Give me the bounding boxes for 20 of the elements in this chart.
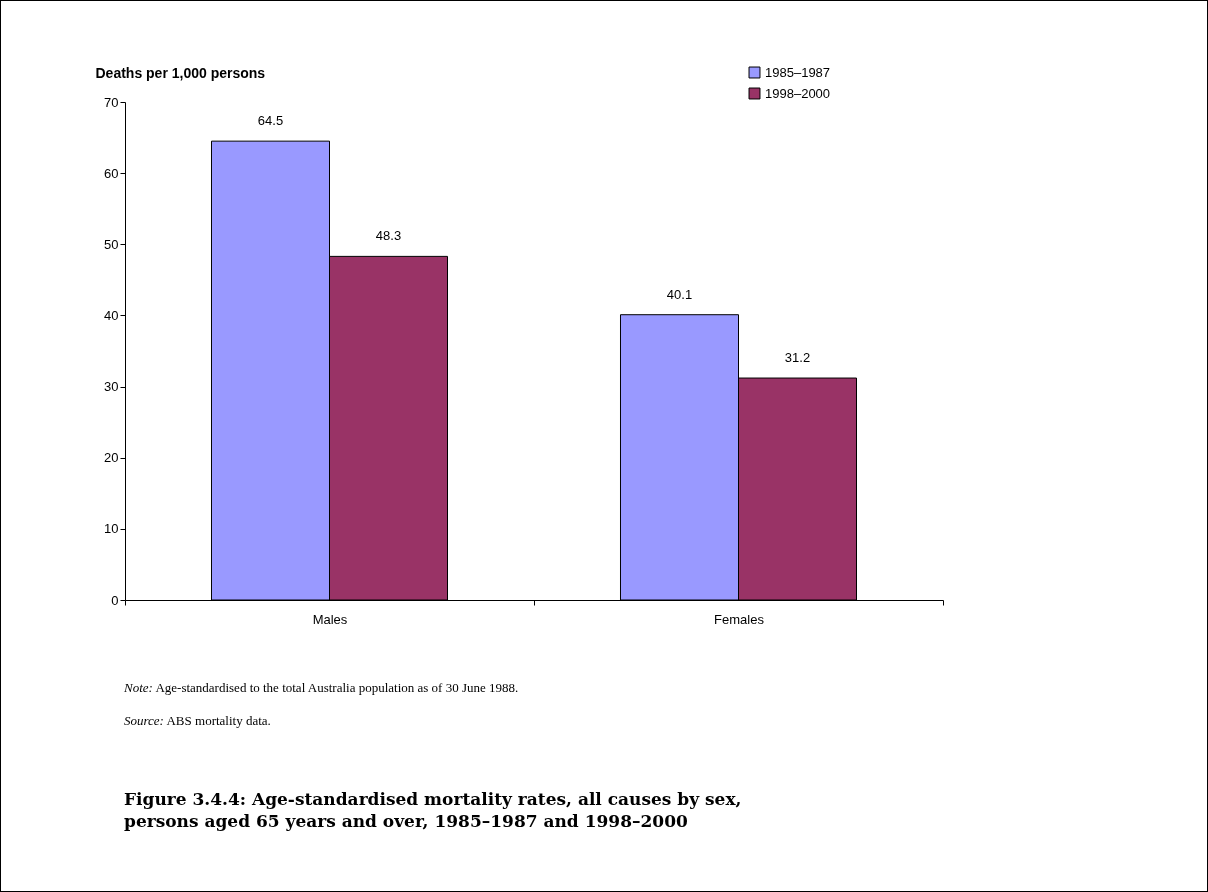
source-note: Source: ABS mortality data. (124, 713, 272, 729)
data-label: 31.2 (784, 350, 811, 366)
text: Figure 3.4.4: Age-standardised mortality rates, all causes by sex, persons aged 65 years and over, 1985–1987 and 1998–2000 (124, 788, 743, 832)
y-tick-label: 30 (104, 379, 119, 395)
y-tick-label: 70 (104, 94, 119, 110)
y-tick-label: 50 (104, 236, 119, 252)
x-tick-label: Males (312, 611, 348, 627)
y-tick-label: 20 (104, 450, 119, 466)
data-label: 48.3 (375, 228, 402, 244)
y-axis-title: Deaths per 1,000 persons (95, 64, 266, 81)
data-label: 40.1 (666, 286, 693, 302)
legend-label: 1998–2000 (765, 85, 831, 101)
text: Note: Age-standardised to the total Australia population as of 30 June 1988. (124, 680, 519, 696)
y-tick-label: 60 (104, 165, 119, 181)
y-tick-label: 40 (104, 307, 119, 323)
data-label: 64.5 (257, 113, 284, 129)
x-tick-label: Females (714, 611, 765, 627)
y-tick-label: 0 (111, 592, 119, 608)
y-tick-label: 10 (104, 521, 119, 537)
legend-label: 1985–1987 (765, 64, 831, 80)
